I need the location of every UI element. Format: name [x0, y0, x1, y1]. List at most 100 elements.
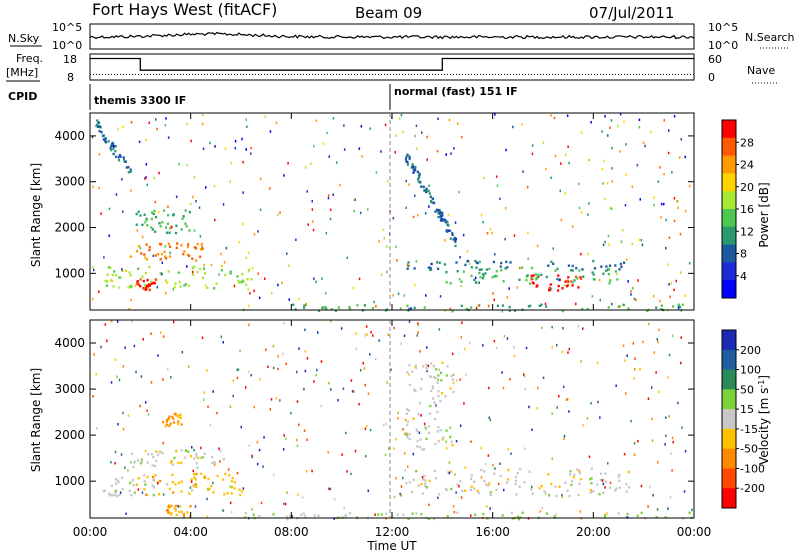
- scatter-cell: [564, 192, 566, 195]
- scatter-cell: [272, 366, 275, 370]
- scatter-cell: [570, 483, 573, 487]
- scatter-cell: [259, 177, 262, 181]
- scatter-cell: [470, 266, 473, 269]
- scatter-cell: [660, 304, 663, 307]
- scatter-cell: [433, 376, 436, 379]
- scatter-cell: [154, 230, 157, 233]
- scatter-cell: [445, 281, 448, 284]
- scatter-cell: [474, 259, 477, 263]
- scatter-cell: [256, 462, 259, 466]
- scatter-cell: [164, 291, 167, 295]
- scatter-cell: [340, 327, 343, 330]
- scatter-cell: [106, 339, 108, 343]
- scatter-cell: [317, 309, 321, 312]
- scatter-cell: [621, 229, 624, 232]
- scatter-cell: [624, 359, 626, 362]
- scatter-cell: [333, 517, 335, 520]
- scatter-cell: [580, 360, 582, 363]
- scatter-cell: [180, 461, 183, 464]
- scatter-cell: [165, 423, 168, 426]
- scatter-cell: [263, 436, 265, 439]
- scatter-cell: [418, 445, 421, 449]
- y-tick-label: 1000: [54, 266, 85, 280]
- scatter-cell: [325, 292, 327, 295]
- scatter-cell: [451, 310, 454, 313]
- scatter-cell: [202, 147, 205, 151]
- scatter-cell: [560, 218, 563, 222]
- scatter-cell: [503, 335, 506, 338]
- scatter-cell: [446, 365, 449, 368]
- scatter-cell: [445, 271, 448, 274]
- scatter-cell: [288, 514, 292, 517]
- scatter-cell: [650, 130, 652, 133]
- scatter-cell: [481, 273, 484, 276]
- scatter-cell: [496, 304, 499, 307]
- scatter-cell: [615, 487, 618, 490]
- scatter-cell: [547, 473, 550, 476]
- scatter-cell: [592, 490, 595, 493]
- scatter-cell: [366, 425, 368, 428]
- scatter-cell: [110, 148, 113, 152]
- scatter-cell: [542, 376, 545, 380]
- scatter-cell: [678, 306, 682, 309]
- scatter-cell: [189, 202, 192, 206]
- scatter-cell: [146, 475, 149, 479]
- scatter-cell: [162, 441, 164, 445]
- scatter-cell: [478, 281, 480, 284]
- scatter-cell: [423, 422, 426, 426]
- scatter-cell: [232, 379, 234, 382]
- scatter-cell: [144, 288, 147, 291]
- scatter-cell: [412, 171, 415, 174]
- scatter-cell: [681, 426, 683, 429]
- scatter-cell: [257, 230, 259, 233]
- scatter-cell: [660, 202, 663, 206]
- scatter-cell: [436, 381, 439, 384]
- scatter-cell: [238, 488, 241, 491]
- x-tick-label: 12:00: [375, 525, 410, 539]
- scatter-cell: [429, 375, 432, 378]
- scatter-cell: [186, 122, 188, 126]
- scatter-cell: [617, 475, 620, 478]
- scatter-cell: [131, 479, 134, 482]
- scatter-cell: [430, 200, 433, 203]
- scatter-cell: [680, 336, 682, 339]
- scatter-cell: [619, 262, 622, 266]
- scatter-cell: [292, 303, 295, 306]
- scatter-cell: [632, 342, 635, 345]
- scatter-cell: [477, 491, 480, 495]
- scatter-cell: [544, 492, 547, 495]
- scatter-cell: [230, 492, 233, 495]
- scatter-cell: [541, 326, 543, 330]
- scatter-cell: [657, 461, 659, 464]
- scatter-cell: [158, 171, 160, 175]
- colorbar-segment: [722, 244, 736, 263]
- colorbar-segment: [722, 191, 736, 210]
- scatter-cell: [431, 385, 434, 388]
- scatter-cell: [422, 478, 425, 481]
- scatter-cell: [445, 447, 448, 450]
- scatter-cell: [456, 483, 459, 486]
- scatter-cell: [219, 460, 221, 463]
- scatter-cell: [565, 153, 567, 157]
- scatter-cell: [136, 250, 139, 253]
- scatter-cell: [179, 413, 182, 416]
- scatter-cell: [108, 234, 110, 237]
- scatter-cell: [669, 495, 672, 499]
- scatter-cell: [530, 488, 533, 491]
- scatter-cell: [489, 507, 491, 510]
- scatter-cell: [145, 138, 147, 142]
- scatter-cell: [180, 490, 183, 493]
- scatter-cell: [496, 184, 499, 187]
- scatter-cell: [382, 423, 385, 427]
- scatter-cell: [432, 397, 435, 400]
- scatter-cell: [506, 296, 509, 299]
- scatter-cell: [437, 117, 439, 121]
- scatter-cell: [112, 147, 115, 150]
- scatter-cell: [447, 213, 450, 217]
- scatter-cell: [172, 421, 176, 424]
- scatter-cell: [592, 273, 595, 276]
- scatter-cell: [159, 272, 162, 276]
- scatter-cell: [406, 420, 410, 423]
- scatter-cell: [175, 195, 178, 199]
